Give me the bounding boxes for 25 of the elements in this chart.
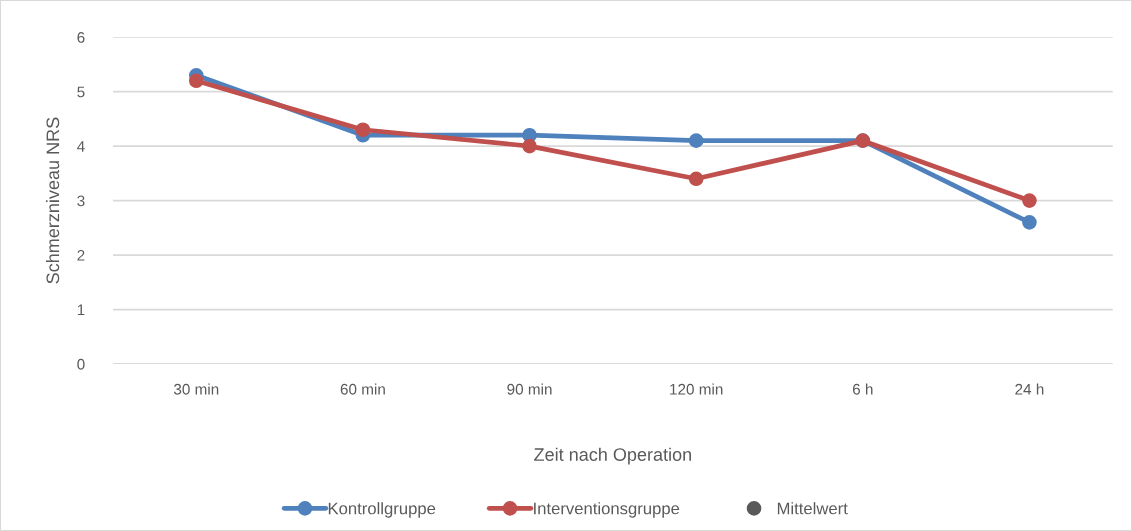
point [688,171,704,187]
x-tick-label: 60 min [340,383,385,395]
x-tick-label: 90 min [507,383,552,395]
x-tick-label: 30 min [173,383,219,395]
legend-label: Mittelwert [777,502,848,515]
point [355,122,371,138]
y-tick-label: 6 [77,32,85,43]
legend-label: Kontrollgruppe [328,502,436,518]
point [522,138,537,154]
x-tick-label: 24 h [1015,383,1044,395]
y-tick-label: 3 [77,195,85,207]
point [688,133,704,148]
y-tick-label: 5 [77,86,85,98]
point [1022,193,1037,208]
legend-label: Interventionsgruppe [534,502,680,518]
y-tick-label: 2 [77,249,85,261]
y-tick-label: 4 [77,141,85,152]
y-tick-label: 0 [77,358,85,370]
point [188,73,204,89]
x-axis-title: Zeit nach Operation [534,447,691,465]
y-tick-label: 1 [77,304,85,316]
x-tick-label: 120 min [670,383,723,395]
x-tick-label: 6 h [852,383,873,395]
point [1022,215,1037,230]
y-axis-title: Schmerzniveau NRS [45,117,60,284]
